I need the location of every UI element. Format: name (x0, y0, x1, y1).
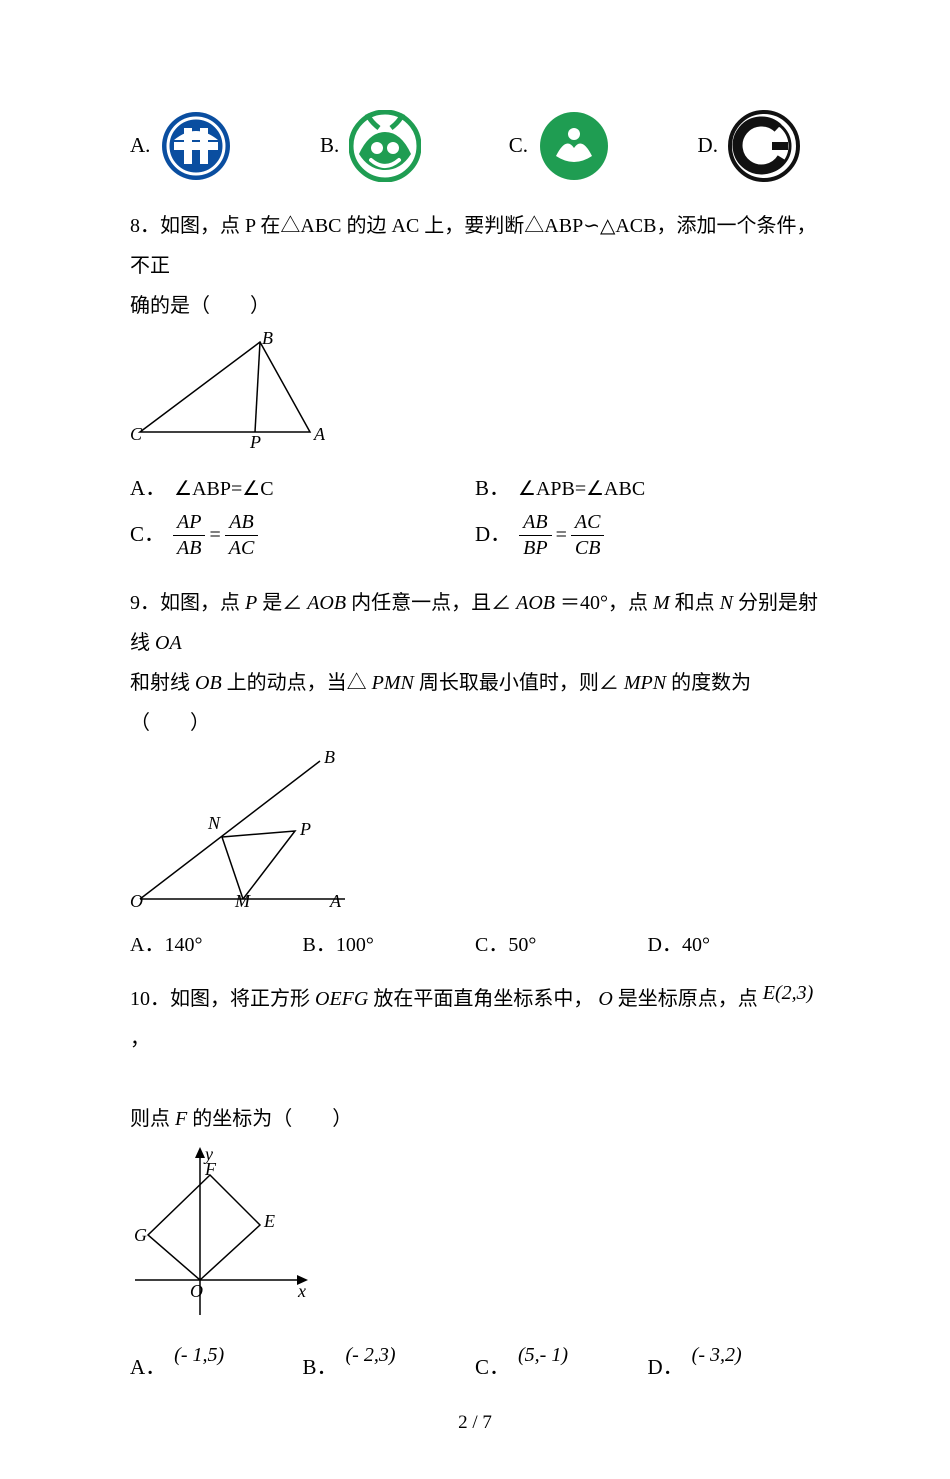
q7-optC-letter: C. (509, 129, 528, 163)
svg-text:O: O (130, 891, 143, 909)
q7-iconC-icon (538, 110, 610, 182)
q7-optD-letter: D. (698, 129, 718, 163)
q8-optD: D． ABBP = ACCB (475, 512, 820, 559)
svg-text:P: P (249, 432, 261, 452)
svg-text:P: P (299, 819, 311, 839)
q7-iconA-icon (160, 110, 232, 182)
q8-prompt: 8．如图，点 P 在△ABC 的边 AC 上，要判断△ABP∽△ACB，添加一个… (130, 206, 820, 326)
q10-optA: A． (- 1,5) (130, 1345, 303, 1379)
page: A. B. C. (0, 0, 950, 1479)
q7-option-B: B. (320, 110, 421, 182)
q8-line2: 确的是（ ） (130, 295, 270, 317)
q9-optA: A．140° (130, 929, 303, 961)
svg-text:N: N (207, 813, 221, 833)
svg-text:A: A (329, 891, 342, 909)
q9-optC: C．50° (475, 929, 648, 961)
q8-options: A． ∠ABP=∠C B． ∠APB=∠ABC C． APAB = ABAC D… (130, 472, 820, 559)
q8-optC: C． APAB = ABAC (130, 512, 475, 559)
page-footer: 2 / 7 (130, 1408, 820, 1438)
q9-optB: B．100° (303, 929, 476, 961)
q7-option-A: A. (130, 110, 232, 182)
q7-iconD-icon (728, 110, 800, 182)
q7-option-C: C. (509, 110, 610, 182)
q7-option-D: D. (698, 110, 800, 182)
q10-optB: B． (- 2,3) (303, 1345, 476, 1379)
svg-text:A: A (313, 424, 326, 444)
q8-optB: B． ∠APB=∠ABC (475, 472, 820, 506)
svg-text:x: x (297, 1281, 306, 1301)
q8-line1: 8．如图，点 P 在△ABC 的边 AC 上，要判断△ABP∽△ACB，添加一个… (130, 215, 816, 277)
svg-text:F: F (204, 1159, 217, 1179)
q10-optC: C． (5,- 1) (475, 1345, 648, 1379)
svg-text:B: B (324, 749, 335, 767)
q7-optA-letter: A. (130, 129, 150, 163)
q9-prompt: 9．如图，点 P 是∠ AOB 内任意一点，且∠ AOB ＝40°，点 M 和点… (130, 583, 820, 743)
q8-optA: A． ∠ABP=∠C (130, 472, 475, 506)
q10-options: A． (- 1,5) B． (- 2,3) C． (5,- 1) D． (- 3… (130, 1345, 820, 1379)
q7-iconB-icon (349, 110, 421, 182)
q10-optD: D． (- 3,2) (648, 1345, 821, 1379)
q8-diagram: B C P A (130, 332, 820, 462)
q9-options: A．140° B．100° C．50° D．40° (130, 929, 820, 961)
q9-diagram: B N P O M A (130, 749, 820, 919)
q8-optD-eq: ABBP = ACCB (519, 512, 604, 559)
q10-prompt: 10．如图，将正方形 OEFG 放在平面直角坐标系中， O 是坐标原点，点 E(… (130, 979, 820, 1139)
svg-text:O: O (190, 1281, 203, 1301)
q7-options-row: A. B. C. (130, 110, 820, 182)
q8-optB-text: ∠APB=∠ABC (518, 473, 645, 505)
q8-optC-letter: C． (130, 518, 165, 552)
svg-text:C: C (130, 424, 143, 444)
q8-optB-letter: B． (475, 472, 510, 506)
q7-optB-letter: B. (320, 129, 339, 163)
svg-text:B: B (262, 332, 273, 348)
svg-text:M: M (234, 891, 251, 909)
q10-diagram: y x F E G O (130, 1145, 820, 1335)
svg-text:G: G (134, 1225, 147, 1245)
svg-text:E: E (263, 1211, 275, 1231)
q8-optC-eq: APAB = ABAC (173, 512, 258, 559)
q9-optD: D．40° (648, 929, 821, 961)
q8-optA-text: ∠ABP=∠C (174, 473, 273, 505)
q8-optD-letter: D． (475, 518, 511, 552)
q8-optA-letter: A． (130, 472, 166, 506)
